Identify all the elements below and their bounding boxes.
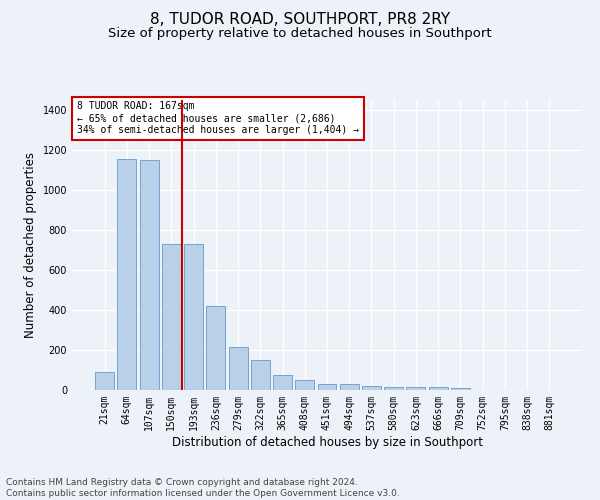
Bar — [406, 387, 425, 390]
Bar — [184, 244, 203, 390]
Bar — [95, 372, 114, 390]
Text: Contains HM Land Registry data © Crown copyright and database right 2024.
Contai: Contains HM Land Registry data © Crown c… — [6, 478, 400, 498]
Bar — [429, 387, 448, 390]
Bar — [451, 388, 470, 390]
X-axis label: Distribution of detached houses by size in Southport: Distribution of detached houses by size … — [172, 436, 482, 448]
Bar — [340, 384, 359, 390]
Bar — [384, 387, 403, 390]
Bar — [229, 347, 248, 390]
Bar — [140, 160, 158, 390]
Bar — [206, 306, 225, 390]
Text: 8, TUDOR ROAD, SOUTHPORT, PR8 2RY: 8, TUDOR ROAD, SOUTHPORT, PR8 2RY — [150, 12, 450, 28]
Y-axis label: Number of detached properties: Number of detached properties — [24, 152, 37, 338]
Bar — [118, 159, 136, 390]
Bar — [162, 244, 181, 390]
Bar — [295, 380, 314, 390]
Bar — [251, 360, 270, 390]
Bar — [273, 376, 292, 390]
Text: 8 TUDOR ROAD: 167sqm
← 65% of detached houses are smaller (2,686)
34% of semi-de: 8 TUDOR ROAD: 167sqm ← 65% of detached h… — [77, 102, 359, 134]
Text: Size of property relative to detached houses in Southport: Size of property relative to detached ho… — [108, 28, 492, 40]
Bar — [317, 384, 337, 390]
Bar — [362, 386, 381, 390]
